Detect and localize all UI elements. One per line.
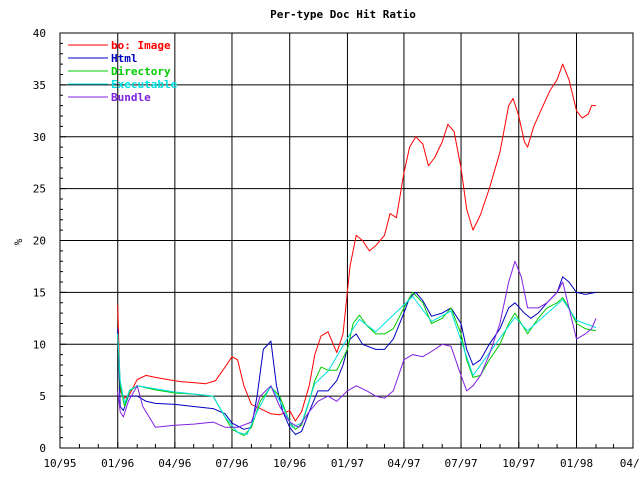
x-tick-label: 10/96 <box>273 457 306 470</box>
series-group <box>117 63 597 437</box>
series-line-bundle <box>117 260 597 428</box>
chart-title: Per-type Doc Hit Ratio <box>270 8 416 21</box>
y-axis-label: % <box>12 238 25 245</box>
x-tick-label: 04/96 <box>158 457 191 470</box>
y-tick-label: 30 <box>33 131 46 144</box>
y-tick-label: 20 <box>33 235 46 248</box>
y-tick-label: 0 <box>39 442 46 455</box>
legend-label: Directory <box>111 65 171 78</box>
legend-label: Executable <box>111 78 178 91</box>
y-tick-label: 15 <box>33 286 46 299</box>
y-tick-label: 10 <box>33 338 46 351</box>
series-line-directory <box>117 291 597 437</box>
x-tick-label: 04/9 <box>620 457 640 470</box>
x-tick-label: 01/96 <box>101 457 134 470</box>
x-axis: 10/95 01/96 04/96 07/96 10/96 01/97 04/97 07/97… <box>43 442 640 470</box>
y-tick-label: 25 <box>33 183 46 196</box>
x-tick-label: 04/97 <box>387 457 420 470</box>
series-line-bo-image <box>117 63 596 422</box>
x-tick-label: 01/97 <box>331 457 364 470</box>
series-line-executable <box>117 296 597 435</box>
y-tick-label: 40 <box>33 27 46 40</box>
grid <box>60 33 633 448</box>
y-axis: 0 5 10 15 20 25 30 35 40 <box>33 27 66 455</box>
x-tick-label: 01/98 <box>560 457 593 470</box>
x-tick-label: 10/97 <box>502 457 535 470</box>
legend-label: bo: Image <box>111 39 171 52</box>
legend-label: Html <box>111 52 138 65</box>
legend-label: Bundle <box>111 91 151 104</box>
x-tick-label: 07/96 <box>215 457 248 470</box>
series-line-html <box>117 276 597 435</box>
x-tick-label: 10/95 <box>43 457 76 470</box>
y-tick-label: 35 <box>33 79 46 92</box>
x-tick-label: 07/97 <box>444 457 477 470</box>
y-tick-label: 5 <box>39 390 46 403</box>
